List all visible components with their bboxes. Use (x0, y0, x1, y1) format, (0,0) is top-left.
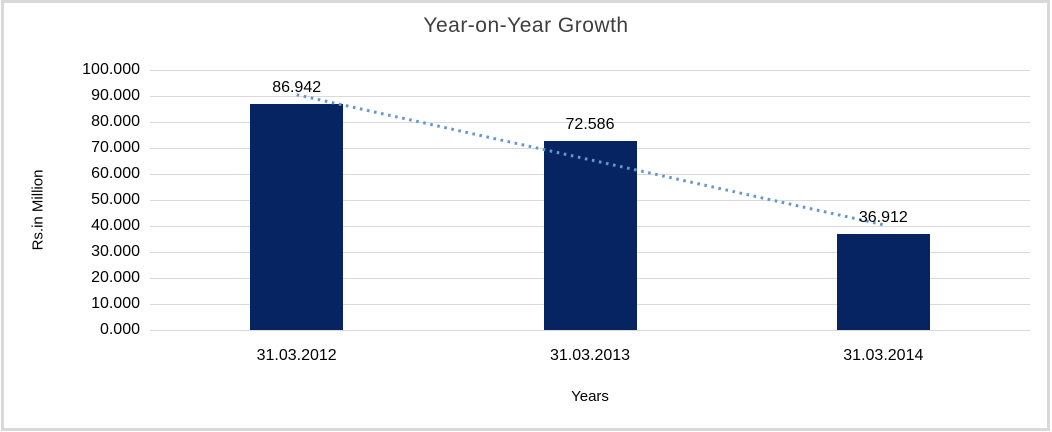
y-tick-label: 50.000 (91, 191, 140, 208)
y-tick-label: 70.000 (91, 139, 140, 156)
y-tick-label: 10.000 (91, 295, 140, 312)
chart-title: Year-on-Year Growth (423, 14, 629, 37)
category-label: 31.03.2013 (549, 347, 631, 364)
bar (250, 103, 344, 330)
category-label: 31.03.2014 (843, 347, 924, 364)
y-tick-label: 40.000 (91, 217, 140, 234)
y-tick-label: 0.000 (99, 321, 140, 338)
gridline (150, 69, 1030, 71)
category-label: 31.03.2012 (256, 347, 337, 364)
y-tick-label: 90.000 (91, 87, 140, 104)
y-tick-label: 80.000 (91, 113, 140, 130)
y-tick-label: 20.000 (91, 269, 140, 286)
bar-value-label: 72.586 (565, 116, 615, 134)
bar-value-label: 36.912 (858, 209, 908, 227)
bar (543, 141, 637, 330)
y-tick-label: 30.000 (91, 243, 140, 260)
bar-value-label: 86.942 (272, 78, 322, 96)
gridline (150, 329, 1030, 331)
x-axis-title: Years (571, 388, 609, 405)
y-tick-label: 60.000 (91, 165, 140, 182)
bar (836, 234, 930, 330)
y-tick-label: 100.000 (82, 61, 140, 78)
